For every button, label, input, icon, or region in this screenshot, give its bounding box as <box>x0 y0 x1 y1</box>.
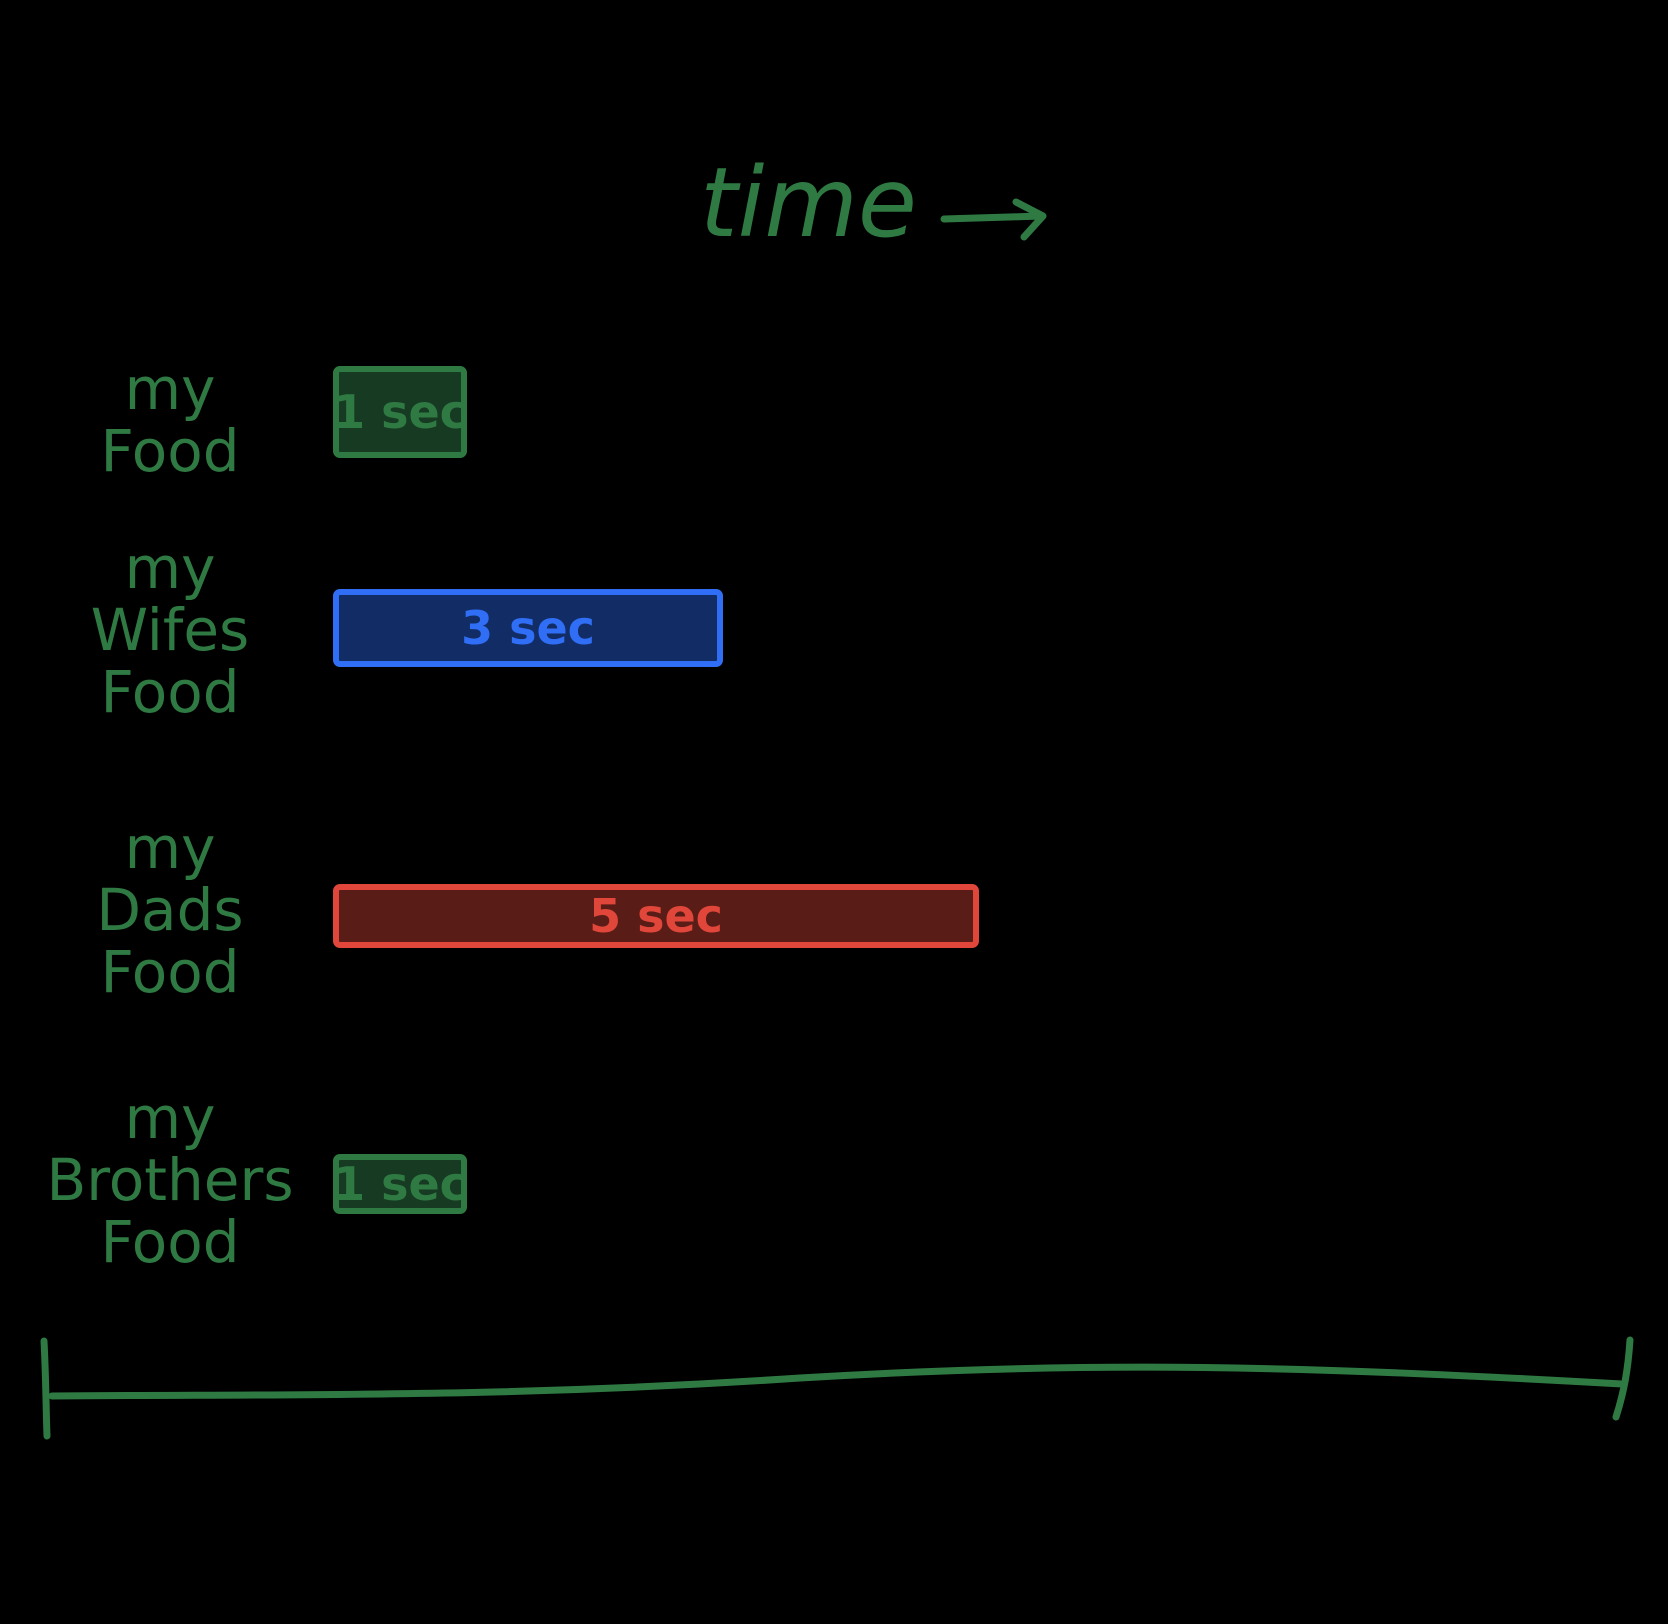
bar-value-label: 3 sec <box>461 601 595 655</box>
category-label-line: Food <box>100 417 239 485</box>
category-label-line: Food <box>100 658 239 726</box>
category-label: my Brothers Food <box>46 1084 293 1276</box>
bar <box>333 884 979 948</box>
category-label-line: Dads <box>96 876 243 944</box>
bar-value-label: 5 sec <box>589 889 723 943</box>
bar <box>333 589 723 667</box>
category-label-line: my <box>125 534 216 602</box>
timeline-axis <box>40 1336 1634 1440</box>
bar-value-label: 1 sec <box>333 385 467 439</box>
bar <box>333 1154 467 1214</box>
bar-value-label: 1 sec <box>333 1157 467 1211</box>
category-label-line: Wifes <box>91 596 250 664</box>
category-label-line: my <box>125 1084 216 1152</box>
diagram-title: time <box>700 147 917 259</box>
category-label-line: Food <box>100 1208 239 1276</box>
bar <box>333 366 467 458</box>
category-label-line: Brothers <box>46 1146 293 1214</box>
category-label-line: my <box>125 355 216 423</box>
axis-line <box>48 1363 1626 1400</box>
right-arrow-icon <box>940 198 1047 241</box>
category-label: my Dads Food <box>96 814 243 1006</box>
category-label-line: my <box>125 814 216 882</box>
category-label: my Food <box>100 355 239 485</box>
category-label: my Wifes Food <box>91 534 250 726</box>
axis-right-tick <box>1612 1336 1634 1421</box>
category-label-line: Food <box>100 938 239 1006</box>
bars-group: 1 sec 3 sec 5 sec 1 sec <box>333 366 979 1214</box>
axis-left-tick <box>40 1337 51 1440</box>
